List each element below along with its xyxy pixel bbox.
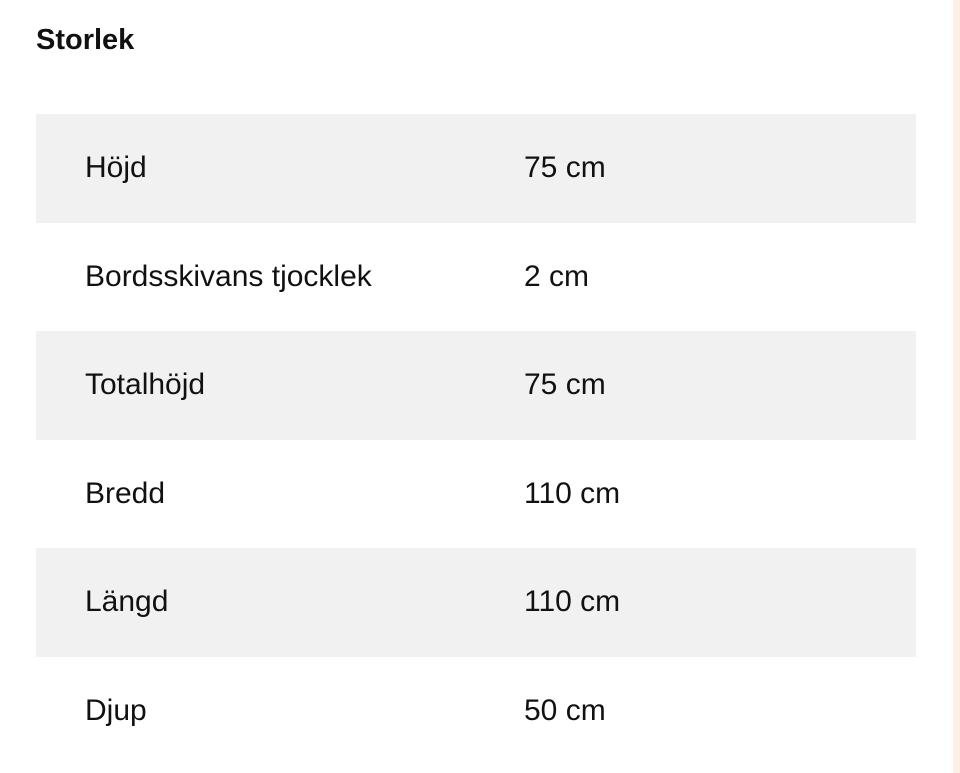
row-value: 75 cm — [524, 151, 606, 185]
edge-strip — [953, 0, 960, 773]
row-value: 110 cm — [524, 476, 621, 510]
row-label: Bredd — [85, 476, 166, 510]
table-row: Höjd 75 cm — [36, 114, 916, 223]
row-label: Bordsskivans tjocklek — [85, 259, 372, 293]
row-label: Längd — [85, 585, 169, 619]
table-row: Längd 110 cm — [36, 548, 916, 657]
section-title: Storlek — [36, 24, 135, 56]
table-row: Bredd 110 cm — [36, 440, 916, 549]
row-label: Djup — [85, 693, 147, 727]
table-row: Bordsskivans tjocklek 2 cm — [36, 223, 916, 332]
row-label: Totalhöjd — [85, 368, 206, 402]
row-value: 75 cm — [524, 368, 606, 402]
table-row: Totalhöjd 75 cm — [36, 331, 916, 440]
row-label: Höjd — [85, 151, 147, 185]
size-table: Höjd 75 cm Bordsskivans tjocklek 2 cm Tota… — [36, 114, 916, 765]
row-value: 50 cm — [524, 693, 606, 727]
table-row: Djup 50 cm — [36, 657, 916, 766]
row-value: 2 cm — [524, 259, 590, 293]
row-value: 110 cm — [524, 585, 621, 619]
